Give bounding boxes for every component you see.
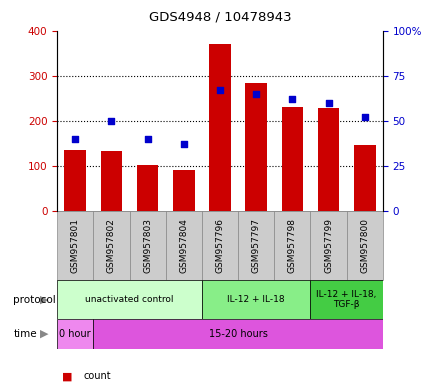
Text: count: count [84, 371, 111, 381]
FancyBboxPatch shape [202, 280, 311, 319]
Text: GSM957799: GSM957799 [324, 218, 333, 273]
FancyBboxPatch shape [311, 211, 347, 280]
Text: ▶: ▶ [40, 329, 48, 339]
Point [361, 114, 368, 121]
FancyBboxPatch shape [93, 211, 129, 280]
FancyBboxPatch shape [93, 319, 383, 349]
FancyBboxPatch shape [129, 211, 166, 280]
Point [108, 118, 115, 124]
Text: protocol: protocol [13, 295, 56, 305]
Text: ■: ■ [62, 371, 72, 381]
FancyBboxPatch shape [202, 211, 238, 280]
FancyBboxPatch shape [311, 280, 383, 319]
Text: GSM957804: GSM957804 [180, 218, 188, 273]
Text: ▶: ▶ [40, 295, 48, 305]
FancyBboxPatch shape [57, 280, 202, 319]
Text: GDS4948 / 10478943: GDS4948 / 10478943 [149, 10, 291, 23]
Bar [173, 170, 194, 211]
Text: GSM957803: GSM957803 [143, 218, 152, 273]
Bar [209, 44, 231, 211]
Point [325, 100, 332, 106]
Bar [137, 165, 158, 211]
Text: IL-12 + IL-18: IL-12 + IL-18 [227, 295, 285, 304]
Text: GSM957801: GSM957801 [71, 218, 80, 273]
Text: GSM957796: GSM957796 [216, 218, 224, 273]
Text: 15-20 hours: 15-20 hours [209, 329, 268, 339]
FancyBboxPatch shape [347, 211, 383, 280]
Point [253, 91, 260, 97]
FancyBboxPatch shape [57, 211, 93, 280]
Bar [318, 108, 339, 211]
Point [216, 87, 224, 93]
Text: GSM957797: GSM957797 [252, 218, 260, 273]
FancyBboxPatch shape [166, 211, 202, 280]
Bar [354, 145, 376, 211]
FancyBboxPatch shape [238, 211, 274, 280]
Bar [64, 150, 86, 211]
Text: IL-12 + IL-18,
TGF-β: IL-12 + IL-18, TGF-β [316, 290, 377, 309]
Bar [246, 83, 267, 211]
Text: GSM957800: GSM957800 [360, 218, 369, 273]
Text: time: time [13, 329, 37, 339]
Text: GSM957802: GSM957802 [107, 218, 116, 273]
Point [289, 96, 296, 103]
Text: 0 hour: 0 hour [59, 329, 91, 339]
Point [144, 136, 151, 142]
FancyBboxPatch shape [57, 319, 93, 349]
Text: GSM957798: GSM957798 [288, 218, 297, 273]
Bar [282, 106, 303, 211]
Point [180, 141, 187, 147]
Text: unactivated control: unactivated control [85, 295, 174, 304]
Bar [101, 151, 122, 211]
FancyBboxPatch shape [274, 211, 311, 280]
Point [72, 136, 79, 142]
